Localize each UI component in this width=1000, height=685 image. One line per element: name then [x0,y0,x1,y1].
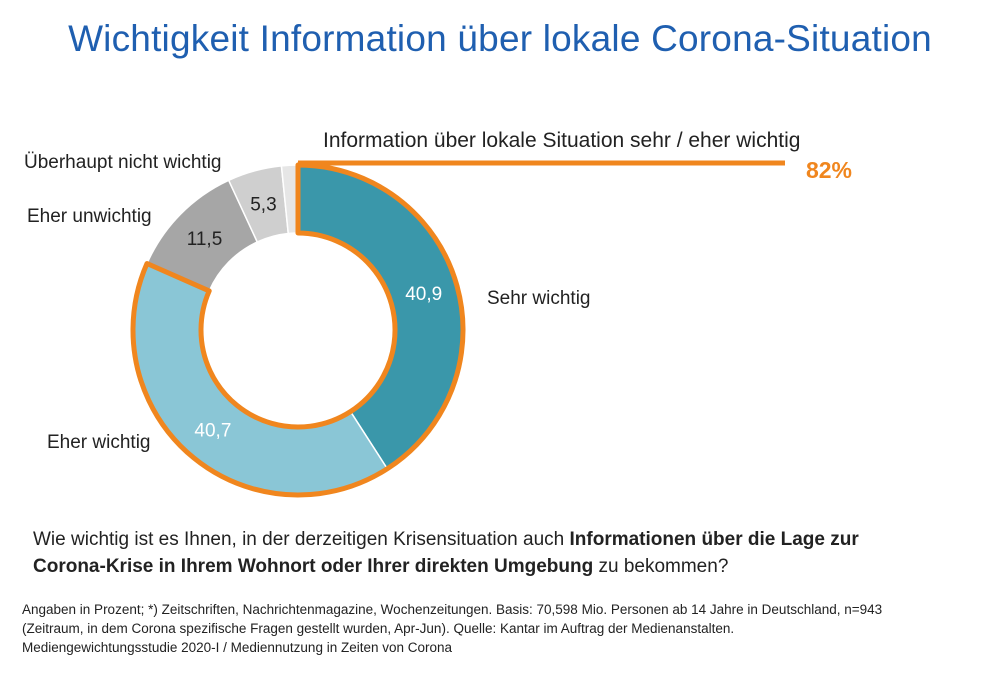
page-title: Wichtigkeit Information über lokale Coro… [68,18,932,59]
slice-value-label: 40,7 [194,421,231,442]
donut-chart: Information über lokale Situation sehr /… [24,129,852,498]
question-text-part2: zu bekommen? [593,556,729,577]
question-text-bold: Informationen über die Lage zur Corona-K… [33,529,859,577]
highlight-label: Information über lokale Situation sehr /… [323,129,800,152]
slice-category-label: Sehr wichtig [487,288,591,309]
slice-labels: 40,9 Sehr wichtig 40,7 Eher wichtig 11,5 Eher… [24,152,591,453]
slice-category-label: Eher wichtig [47,432,151,453]
slice-value-label: 5,3 [250,195,276,216]
footnote: Angaben in Prozent; *) Zeitschriften, Na… [22,600,982,657]
slice-category-label: Eher unwichtig [27,206,152,227]
slice-category-label: Überhaupt nicht wichtig [24,152,222,173]
footnote-line-3: Mediengewichtungsstudie 2020-I / Medienn… [22,640,453,655]
footnote-line-2: (Zeitraum, in dem Corona spezifische Fra… [22,621,735,636]
question-text-part1: Wie wichtig ist es Ihnen, in der derzeit… [33,529,570,550]
footnote-line-1: Angaben in Prozent; *) Zeitschriften, Na… [22,602,883,617]
highlight-outline [130,162,466,498]
slice-value-label: 40,9 [405,284,442,305]
survey-question: Wie wichtig ist es Ihnen, in der derzeit… [33,526,933,580]
slice-eher-wichtig [132,262,389,496]
highlight-value: 82% [806,157,852,183]
slice-value-label: 11,5 [187,229,223,250]
